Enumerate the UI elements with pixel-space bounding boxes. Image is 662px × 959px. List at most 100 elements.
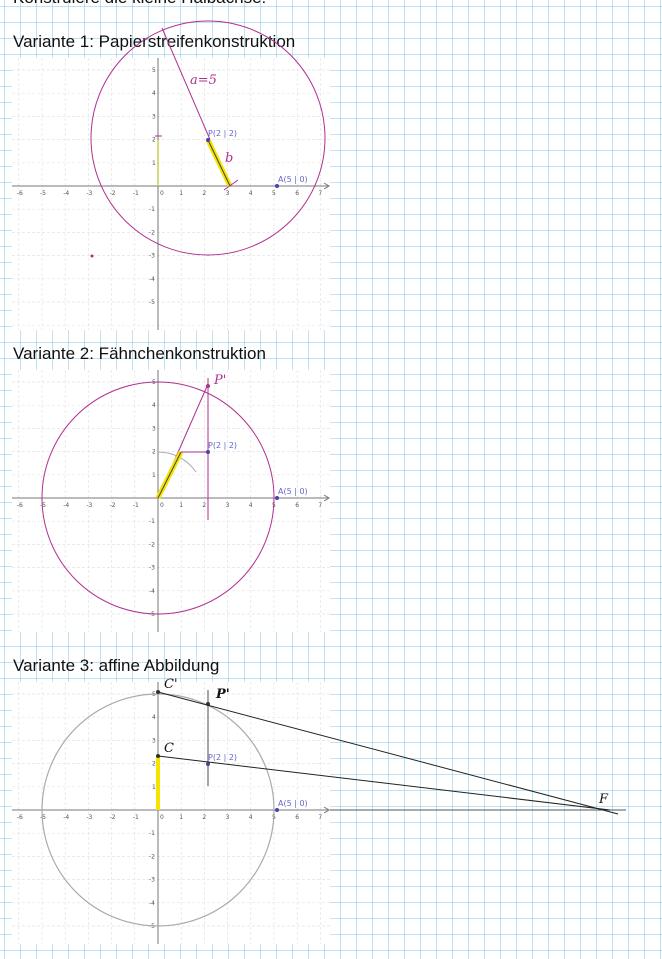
x-tick-label: 3 xyxy=(226,814,230,821)
x-tick-label: -6 xyxy=(17,814,23,821)
y-tick-label: 4 xyxy=(152,90,156,97)
variant-1-panel: -6 -5 -4 -3 -2 -1 0 1 2 3 4 5 6 7 5 4 3 2 1 -1 -2 -3 -4 -5 P(2 … xyxy=(12,20,330,330)
y-tick-label: -4 xyxy=(149,276,155,283)
y-tick-label: 5 xyxy=(152,67,156,74)
variant-1-grid xyxy=(12,58,330,330)
x-tick-label: 1 xyxy=(179,502,183,509)
variant-1-axes: -6 -5 -4 -3 -2 -1 0 1 2 3 4 5 6 7 5 4 3 2 1 -1 -2 -3 -4 -5 xyxy=(12,58,330,330)
variant-3-construction: P(2 | 2) A(5 | 0) xyxy=(41,690,308,927)
variant-2-grid xyxy=(12,370,330,632)
y-tick-label: -2 xyxy=(149,541,155,548)
variant-1-point-A xyxy=(275,184,279,188)
y-tick-label: 2 xyxy=(152,761,156,768)
variant-3-heading: Variante 3: affine Abbildung xyxy=(13,656,220,675)
x-tick-label: 2 xyxy=(202,190,206,197)
y-tick-label: -5 xyxy=(149,923,155,930)
variant-1-tick-mark xyxy=(223,179,239,191)
variant-3-label-P: P(2 | 2) xyxy=(208,753,237,762)
variant-2-point-P xyxy=(206,450,210,454)
y-tick-label: -5 xyxy=(149,299,155,306)
variant-1-point-P xyxy=(206,138,210,142)
variant-3-panel: -6 -5 -4 -3 -2 -1 0 1 2 3 4 5 6 7 5 4 3 2 1 -1 -2 -3 -4 -5 P(2 … xyxy=(12,682,330,944)
y-tick-label: -1 xyxy=(149,518,155,525)
x-tick-label: 0 xyxy=(160,502,164,509)
variant-2-panel: -6 -5 -4 -3 -2 -1 0 1 2 3 4 5 6 7 5 4 3 2 1 -1 -2 -3 -4 -5 P(2 … xyxy=(12,370,330,632)
variant-1-annotation-a: a=5 xyxy=(190,73,217,88)
variant-2-label-P: P(2 | 2) xyxy=(208,441,237,450)
x-tick-label: 0 xyxy=(160,814,164,821)
x-tick-label: -4 xyxy=(63,190,69,197)
y-tick-label: 3 xyxy=(152,113,156,120)
variant-2-annotation-Pprime: P' xyxy=(213,373,226,388)
variant-1-construction: P(2 | 2) A(5 | 0) a=5 b xyxy=(90,20,326,258)
header-partial: Konstruiere die kleine Halbachse! xyxy=(13,0,266,8)
variant-2-label-A: A(5 | 0) xyxy=(278,487,308,496)
variant-1-circle xyxy=(90,20,326,256)
variant-2-heading: Variante 2: Fähnchenkonstruktion xyxy=(13,344,266,363)
x-axis-arrow xyxy=(323,182,330,190)
x-tick-label: 0 xyxy=(160,190,164,197)
x-tick-label: 6 xyxy=(295,190,299,197)
x-tick-label: -4 xyxy=(63,502,69,509)
x-tick-label: -2 xyxy=(110,190,116,197)
y-tick-label: 3 xyxy=(152,425,156,432)
x-tick-label: -4 xyxy=(63,814,69,821)
variant-3-point-C xyxy=(156,754,160,758)
x-tick-label: 7 xyxy=(318,190,322,197)
x-tick-label: 3 xyxy=(226,502,230,509)
y-tick-label: 2 xyxy=(152,137,156,144)
x-tick-label: 1 xyxy=(179,190,183,197)
variant-1-label-A: A(5 | 0) xyxy=(278,175,308,184)
y-tick-label: -2 xyxy=(149,853,155,860)
x-axis-arrow xyxy=(323,494,330,502)
x-tick-label: 3 xyxy=(226,190,230,197)
y-tick-label: -2 xyxy=(149,229,155,236)
x-tick-label: 5 xyxy=(272,190,276,197)
y-tick-label: -5 xyxy=(149,611,155,618)
x-tick-label: -3 xyxy=(86,190,92,197)
variant-1-segment-b xyxy=(207,139,231,187)
y-tick-label: 1 xyxy=(152,472,156,479)
x-tick-label: -1 xyxy=(133,814,139,821)
y-tick-label: -4 xyxy=(149,900,155,907)
x-tick-label: 2 xyxy=(202,814,206,821)
x-tick-label: 7 xyxy=(318,814,322,821)
variant-3-point-A xyxy=(275,808,279,812)
x-tick-label: -1 xyxy=(133,502,139,509)
x-tick-label: 6 xyxy=(295,814,299,821)
x-tick-label: 7 xyxy=(318,502,322,509)
x-tick-label: -3 xyxy=(86,502,92,509)
y-tick-label: 2 xyxy=(152,449,156,456)
y-tick-label: 3 xyxy=(152,737,156,744)
x-tick-label: -1 xyxy=(133,190,139,197)
y-tick-label: 1 xyxy=(152,160,156,167)
variant-1-graph: -6 -5 -4 -3 -2 -1 0 1 2 3 4 5 6 7 5 4 3 2 1 -1 -2 -3 -4 -5 P(2 … xyxy=(12,20,330,330)
variant-3-label-A: A(5 | 0) xyxy=(278,799,308,808)
y-tick-label: -3 xyxy=(149,565,155,572)
y-tick-label: -4 xyxy=(149,588,155,595)
variant-3-point-P xyxy=(206,762,210,766)
variant-1-heading: Variante 1: Papierstreifenkonstruktion xyxy=(13,32,296,51)
y-tick-label: -3 xyxy=(149,253,155,260)
y-tick-label: 4 xyxy=(152,714,156,721)
y-tick-label: -1 xyxy=(149,206,155,213)
x-tick-label: -6 xyxy=(17,502,23,509)
x-tick-label: -3 xyxy=(86,814,92,821)
y-tick-label: -3 xyxy=(149,877,155,884)
x-tick-label: 4 xyxy=(249,190,253,197)
variant-3-grid xyxy=(12,682,330,944)
variant-3-annotation-F: F xyxy=(598,792,609,807)
variant-1-stray-dot xyxy=(90,254,94,258)
variant-2-segment-outline xyxy=(157,451,182,499)
variant-2-circle xyxy=(41,381,275,615)
x-tick-label: 2 xyxy=(202,502,206,509)
x-tick-label: 4 xyxy=(249,502,253,509)
x-tick-label: 6 xyxy=(295,502,299,509)
x-tick-label: -2 xyxy=(110,814,116,821)
variant-2-construction: P(2 | 2) A(5 | 0) P' xyxy=(41,373,308,615)
x-tick-label: -6 xyxy=(17,190,23,197)
variant-2-point-Pprime xyxy=(206,384,210,388)
